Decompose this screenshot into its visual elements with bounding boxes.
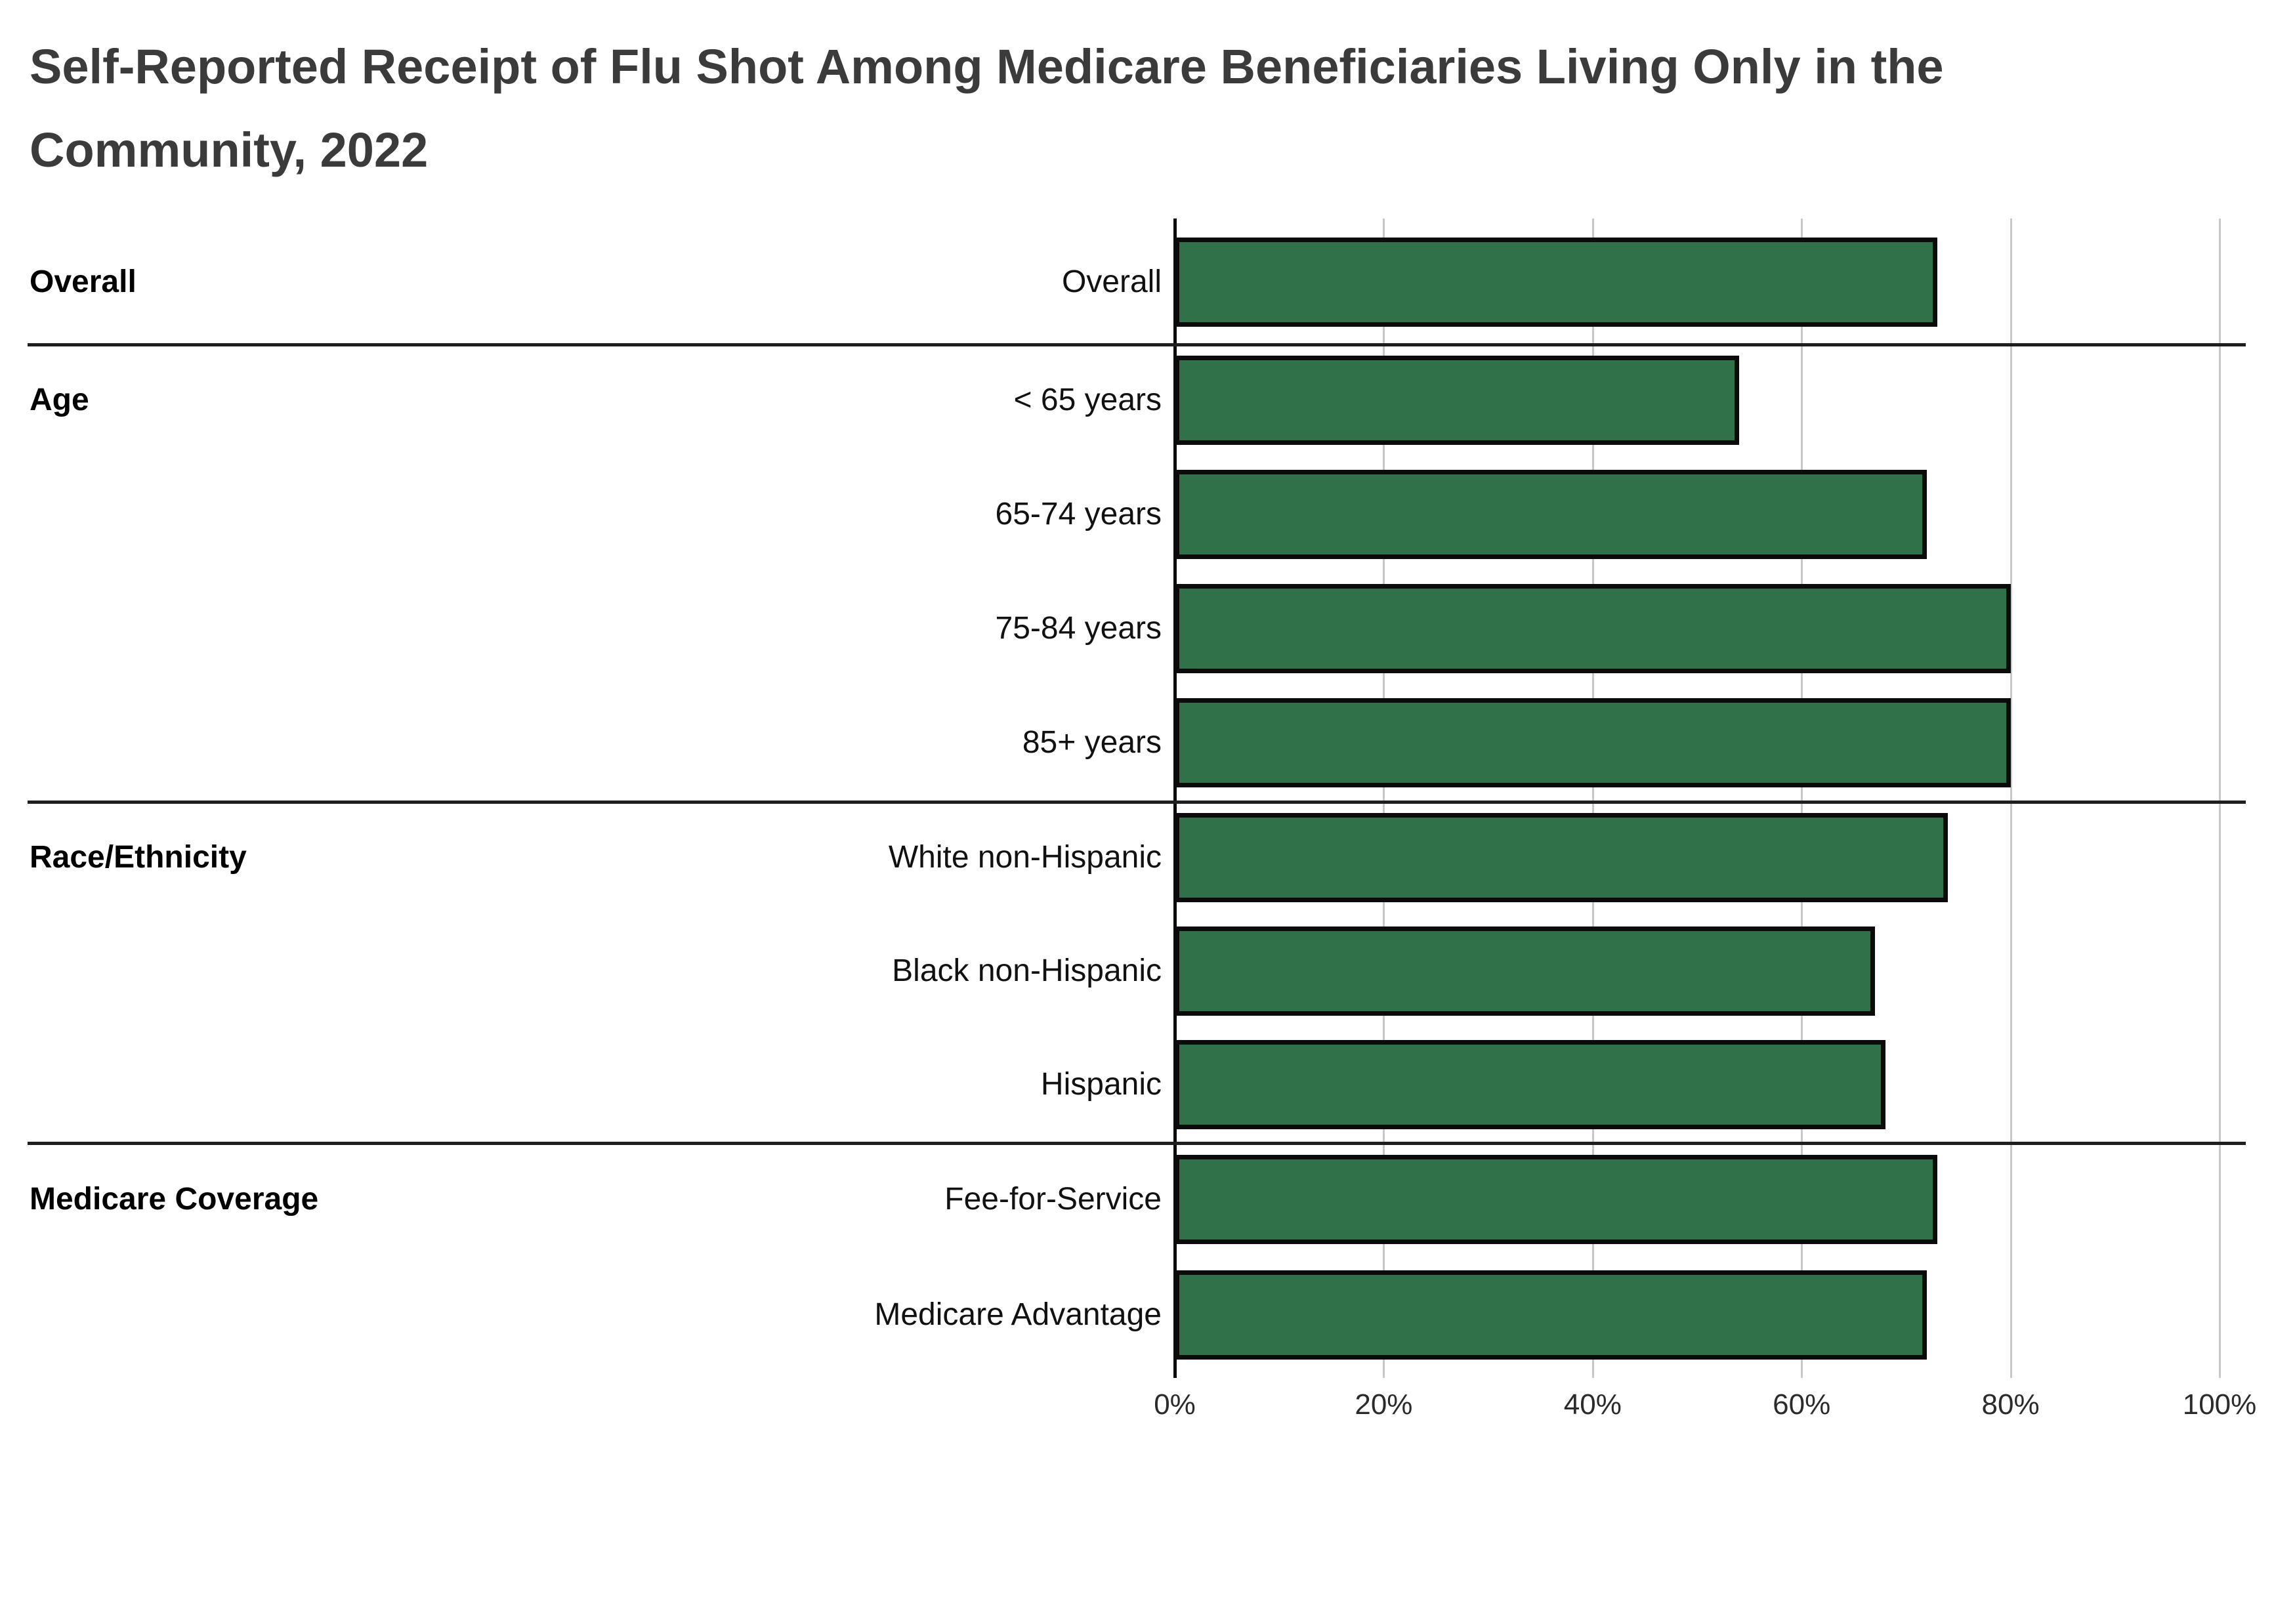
bar bbox=[1175, 1040, 1885, 1129]
category-label: 75-84 years bbox=[995, 611, 1162, 646]
category-label: Overall bbox=[1061, 264, 1162, 299]
chart-title: Self-Reported Receipt of Flu Shot Among … bbox=[30, 39, 1944, 177]
category-label: Fee-for-Service bbox=[944, 1182, 1162, 1217]
gridline bbox=[1591, 219, 1594, 1378]
category-label: < 65 years bbox=[1013, 383, 1162, 417]
x-axis-tick-label: 100% bbox=[2182, 1388, 2257, 1421]
y-axis-line bbox=[1173, 219, 1177, 1378]
category-label: Medicare Advantage bbox=[874, 1297, 1162, 1332]
bar bbox=[1175, 1155, 1937, 1244]
section-divider bbox=[28, 343, 2246, 346]
category-label: Black non-Hispanic bbox=[892, 953, 1162, 988]
bar bbox=[1175, 927, 1875, 1016]
bar bbox=[1175, 698, 2011, 787]
bar bbox=[1175, 470, 1927, 559]
gridline bbox=[2219, 219, 2221, 1378]
x-axis-tick-label: 60% bbox=[1773, 1388, 1831, 1421]
category-label: White non-Hispanic bbox=[888, 840, 1162, 875]
section-label: Age bbox=[30, 383, 89, 417]
x-axis-tick-label: 80% bbox=[1981, 1388, 2040, 1421]
gridline bbox=[1383, 219, 1385, 1378]
section-label: Medicare Coverage bbox=[30, 1182, 319, 1217]
section-label: Overall bbox=[30, 264, 137, 299]
bar bbox=[1175, 238, 1937, 327]
section-label: Race/Ethnicity bbox=[30, 840, 247, 875]
x-axis-tick-label: 40% bbox=[1563, 1388, 1622, 1421]
x-axis-tick-label: 0% bbox=[1154, 1388, 1196, 1421]
section-divider bbox=[28, 1142, 2246, 1145]
category-label: Hispanic bbox=[1040, 1067, 1162, 1102]
bar bbox=[1175, 356, 1739, 445]
x-axis-tick-label: 20% bbox=[1355, 1388, 1413, 1421]
category-label: 65-74 years bbox=[995, 497, 1162, 531]
gridline bbox=[1801, 219, 1803, 1378]
gridline bbox=[2010, 219, 2012, 1378]
section-divider bbox=[28, 801, 2246, 804]
bar bbox=[1175, 813, 1948, 902]
bar bbox=[1175, 1270, 1927, 1360]
category-label: 85+ years bbox=[1022, 725, 1162, 760]
bar bbox=[1175, 584, 2011, 673]
